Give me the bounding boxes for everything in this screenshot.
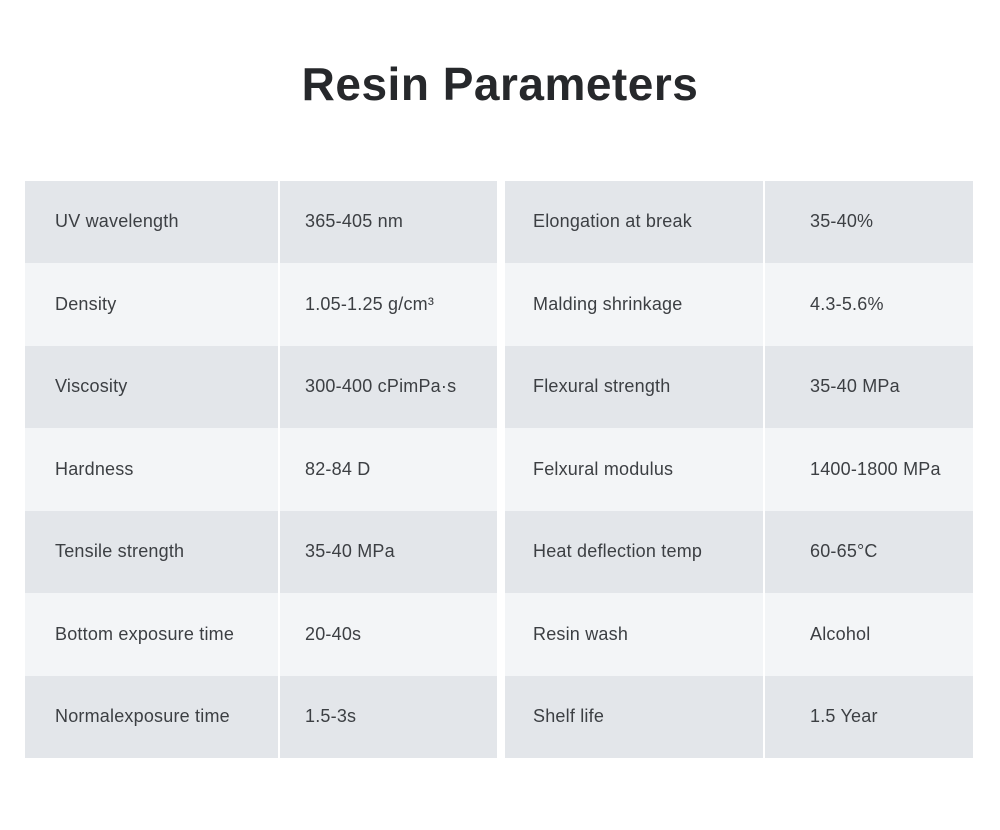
param-value: 1.5-3s [305, 706, 357, 727]
param-label: Heat deflection temp [505, 510, 765, 593]
table-row: UV wavelength 365-405 nm [25, 180, 497, 263]
table-row: Heat deflection temp 60-65°C [505, 510, 973, 593]
param-value: 35-40% [810, 211, 874, 232]
param-label: Malding shrinkage [505, 263, 765, 346]
param-label: Resin wash [505, 593, 765, 676]
param-label: Density [25, 263, 280, 346]
param-label: Flexural strength [505, 345, 765, 428]
table-row: Malding shrinkage 4.3-5.6% [505, 263, 973, 346]
param-label: Shelf life [505, 675, 765, 758]
table-row: Tensile strength 35-40 MPa [25, 510, 497, 593]
param-value: 1400-1800 MPa [810, 458, 941, 479]
param-label: Viscosity [25, 345, 280, 428]
table-row: Resin wash Alcohol [505, 593, 973, 676]
param-label: Felxural modulus [505, 428, 765, 511]
param-value: 365-405 nm [305, 211, 404, 232]
page-title: Resin Parameters [301, 58, 699, 110]
param-value: 60-65°C [810, 541, 878, 562]
parameters-table: UV wavelength 365-405 nm Density 1.05-1.… [25, 180, 973, 758]
param-value: 300-400 cPimPa·s [305, 376, 457, 397]
param-value: 35-40 MPa [305, 541, 395, 562]
table-row: Viscosity 300-400 cPimPa·s [25, 345, 497, 428]
param-label: Elongation at break [505, 180, 765, 263]
table-row: Elongation at break 35-40% [505, 180, 973, 263]
table-right: Elongation at break 35-40% Malding shrin… [505, 180, 973, 758]
table-row: Bottom exposure time 20-40s [25, 593, 497, 676]
param-value: 35-40 MPa [810, 376, 900, 397]
param-value: 82-84 D [305, 458, 371, 479]
table-row: Density 1.05-1.25 g/cm³ [25, 263, 497, 346]
table-row: Hardness 82-84 D [25, 428, 497, 511]
param-value: 1.5 Year [810, 706, 878, 727]
table-row: Normalexposure time 1.5-3s [25, 675, 497, 758]
table-row: Felxural modulus 1400-1800 MPa [505, 428, 973, 511]
param-value: 20-40s [305, 623, 362, 644]
param-label: UV wavelength [25, 180, 280, 263]
table-row: Flexural strength 35-40 MPa [505, 345, 973, 428]
param-label: Bottom exposure time [25, 593, 280, 676]
param-label: Tensile strength [25, 510, 280, 593]
param-value: 1.05-1.25 g/cm³ [305, 293, 435, 314]
table-row: Shelf life 1.5 Year [505, 675, 973, 758]
param-value: 4.3-5.6% [810, 293, 884, 314]
param-label: Hardness [25, 428, 280, 511]
param-label: Normalexposure time [25, 675, 280, 758]
table-left: UV wavelength 365-405 nm Density 1.05-1.… [25, 180, 497, 758]
param-value: Alcohol [810, 623, 871, 644]
